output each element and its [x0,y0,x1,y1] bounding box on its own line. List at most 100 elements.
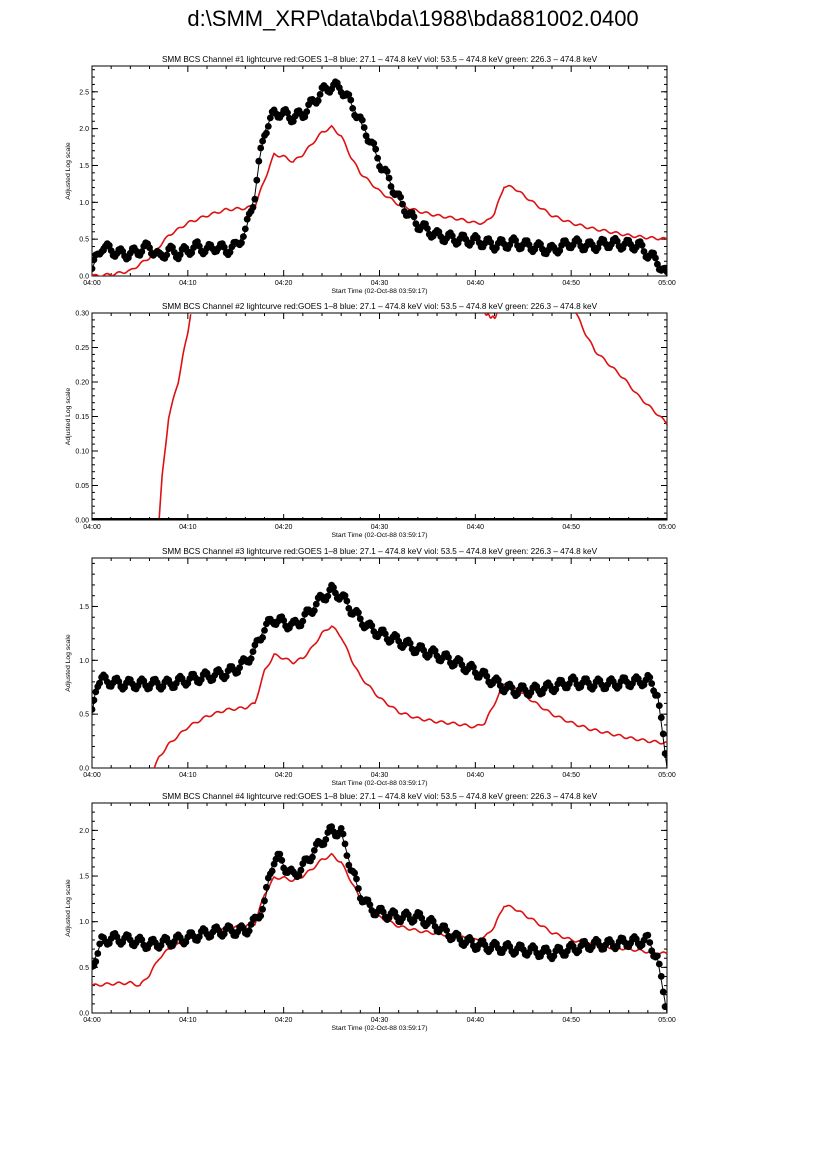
data-point [648,947,656,955]
y-tick-label: 0.25 [75,345,89,352]
data-point [257,144,265,152]
data-point [259,137,266,145]
data-point [646,939,654,946]
data-point [92,696,98,704]
data-point [105,242,113,249]
data-point [301,113,309,121]
data-point [337,825,345,832]
data-point [176,251,184,259]
data-point [659,988,667,996]
y-tick-label: 1.5 [79,163,89,170]
data-point [458,661,466,669]
series-line-goes [158,314,192,520]
y-tick-label: 0.00 [75,518,89,525]
data-point [92,706,96,713]
x-tick-label: 04:30 [371,524,389,531]
data-point [243,215,251,223]
data-point [374,154,381,162]
data-point [222,672,230,680]
data-point [351,869,358,877]
data-point [261,897,268,905]
data-point [360,124,368,131]
data-point [655,702,663,709]
data-point [247,655,255,662]
y-tick-label: 0.05 [75,483,89,490]
y-tick-label: 0.15 [75,414,89,421]
data-point [236,664,244,672]
data-point [648,680,656,687]
data-point [255,157,263,165]
data-point [345,861,353,869]
data-point [347,96,355,104]
data-point [496,682,504,689]
data-point [362,132,370,140]
data-point [468,937,475,944]
data-point [264,123,272,130]
x-tick-label: 05:00 [658,1017,676,1024]
data-point [92,265,96,272]
data-point [92,688,100,696]
data-point [240,233,247,241]
data-point [341,592,349,600]
y-tick-label: 2.0 [79,126,89,133]
chart-title: SMM BCS Channel #1 lightcurve red:GOES 1… [162,55,598,64]
y-tick-label: 0.0 [79,1011,89,1018]
y-tick-label: 2.0 [79,828,89,835]
data-point [195,933,203,941]
data-point [556,247,564,255]
y-tick-label: 1.5 [79,604,89,611]
data-point [654,260,661,268]
data-point [238,239,245,247]
data-point [410,213,418,221]
data-point [448,232,456,240]
chart-title: SMM BCS Channel #3 lightcurve red:GOES 1… [162,547,598,556]
data-point [92,958,100,965]
y-tick-label: 0.20 [75,380,89,387]
y-tick-label: 0.0 [79,766,89,773]
y-tick-label: 0.0 [79,274,89,281]
data-point [261,627,268,634]
y-axis-label: Adjusted Log scale [65,142,72,200]
data-point [241,225,249,233]
x-tick-label: 04:40 [467,280,485,287]
y-tick-label: 0.5 [79,237,89,244]
x-axis-label: Start Time (02-Oct-88 03:59:17) [332,532,428,539]
x-tick-label: 05:00 [658,772,676,779]
data-point [552,685,560,693]
y-axis-label: Adjusted Log scale [65,634,72,692]
series-line-goes [575,313,667,425]
data-point [251,195,259,203]
data-point [188,249,196,257]
data-point [220,243,228,251]
x-tick-label: 04:10 [179,1017,197,1024]
chart-panel-4: SMM BCS Channel #4 lightcurve red:GOES 1… [65,792,676,1032]
data-point [358,116,366,124]
data-point [163,251,171,259]
x-tick-label: 04:40 [467,1017,485,1024]
data-point [431,647,439,655]
data-point [370,140,378,147]
x-axis-label: Start Time (02-Oct-88 03:59:17) [332,780,428,787]
y-tick-label: 1.0 [79,200,89,207]
data-point [387,183,395,190]
data-point [96,940,104,948]
data-point [92,256,98,264]
data-point [341,840,349,848]
plot-area [92,78,667,276]
data-point [278,856,286,864]
y-tick-label: 0.5 [79,965,89,972]
data-point [157,942,165,949]
data-point [297,866,305,874]
data-point [272,855,280,863]
data-point [661,1003,667,1011]
x-tick-label: 04:10 [179,524,197,531]
data-point [96,679,104,687]
data-point [259,905,266,913]
data-point [412,220,420,228]
data-point [654,692,661,699]
data-point [399,200,406,208]
series-line-goes [484,313,498,320]
data-point [550,952,558,960]
data-point [263,129,270,137]
page-title: d:\SMM_XRP\data\bda\1988\bda881002.0400 [187,6,639,31]
